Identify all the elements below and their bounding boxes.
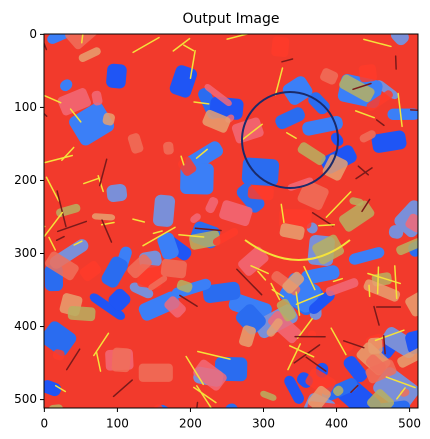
image-patch (68, 306, 96, 322)
image-patch (163, 141, 174, 155)
image (25, 13, 430, 435)
image-stroke (369, 285, 370, 296)
y-tick-label: 500 (14, 392, 37, 406)
image-patch (160, 258, 187, 278)
image-patch (48, 404, 64, 423)
chart-title: Output Image (183, 11, 280, 27)
y-tick-label: 400 (14, 319, 37, 333)
image-patch (106, 63, 128, 89)
image-patch (358, 64, 377, 83)
x-tick-label: 0 (41, 417, 49, 431)
y-tick-label: 200 (14, 173, 37, 187)
image-patch (271, 36, 290, 57)
y-tick-label: 100 (14, 100, 37, 114)
image-patch (139, 364, 173, 382)
image-patch (247, 185, 274, 200)
image-patch (152, 194, 175, 227)
x-tick-label: 200 (179, 417, 202, 431)
image-patch (111, 347, 131, 372)
x-tick-label: 500 (398, 417, 421, 431)
image-stroke (25, 226, 45, 227)
x-tick-label: 100 (106, 417, 129, 431)
x-tick-label: 300 (252, 417, 275, 431)
y-tick-label: 0 (29, 27, 37, 41)
y-tick-label: 300 (14, 246, 37, 260)
image-patch (106, 183, 128, 202)
x-tick-label: 400 (325, 417, 348, 431)
image-stroke (319, 225, 335, 226)
image-stroke (378, 267, 379, 293)
